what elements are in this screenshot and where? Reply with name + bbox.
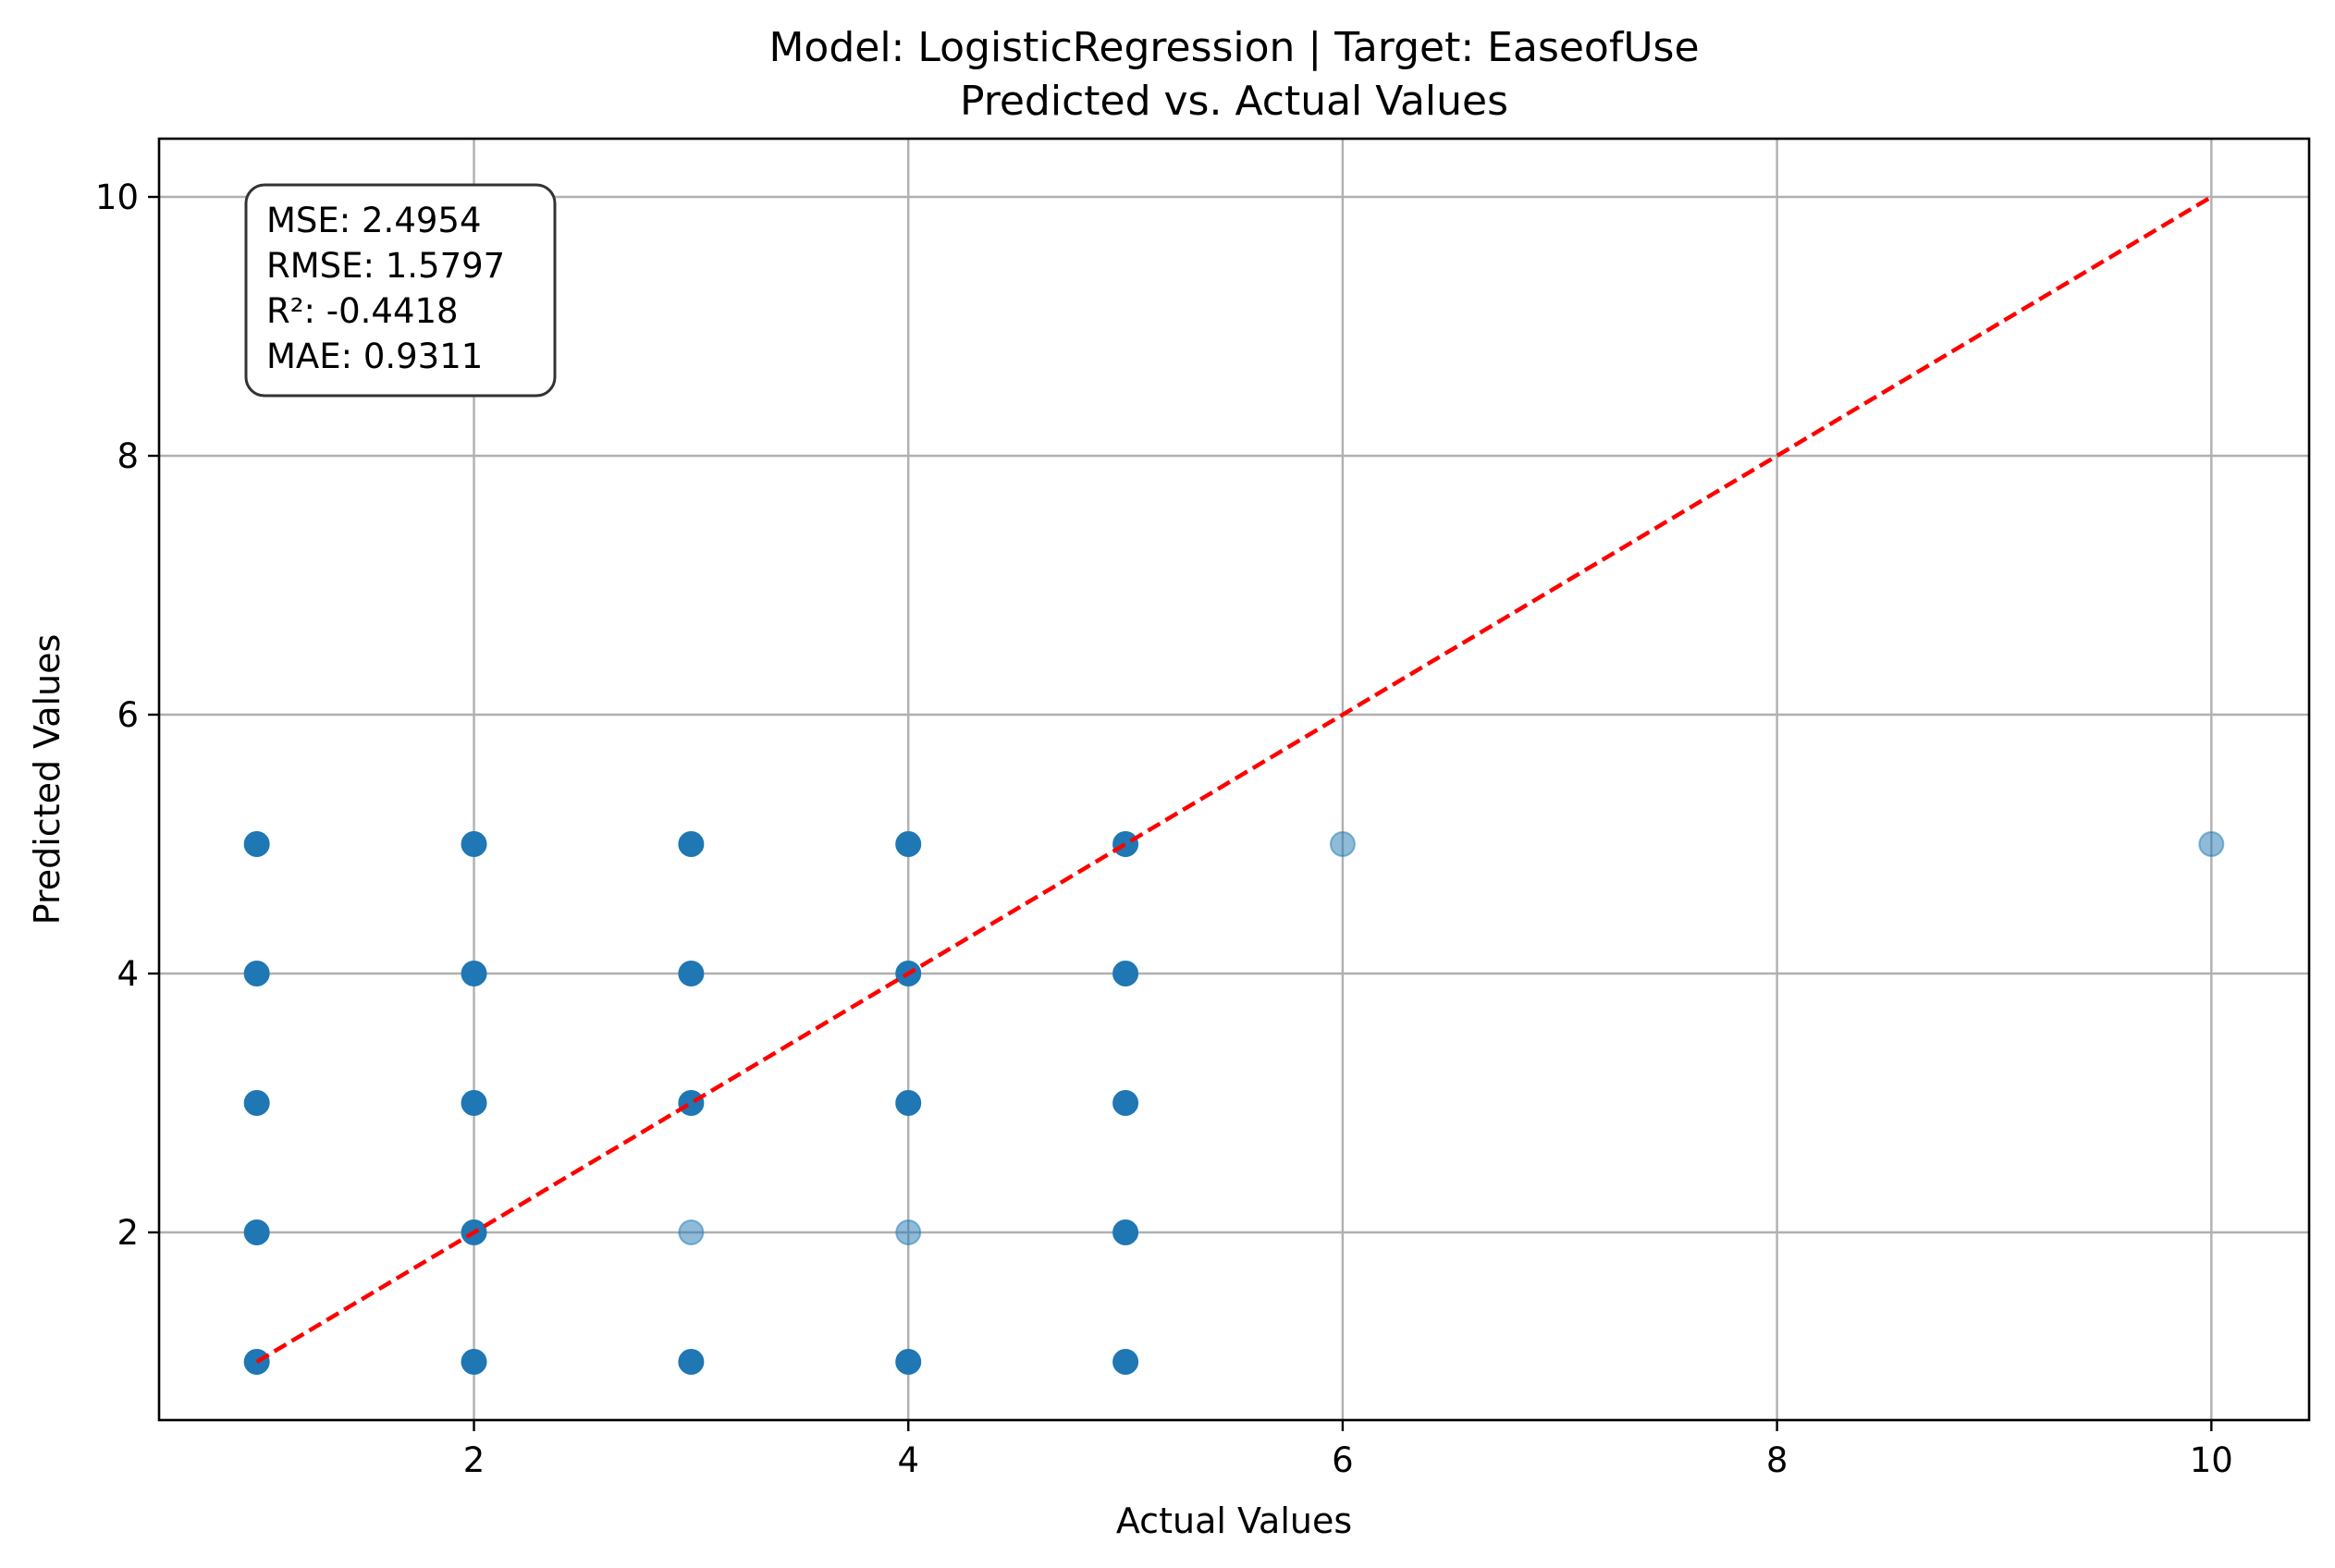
x-tick-label: 10 <box>2190 1440 2233 1480</box>
x-tick-label: 2 <box>463 1440 485 1480</box>
chart-subtitle: Predicted vs. Actual Values <box>960 78 1508 125</box>
data-point <box>895 1219 922 1245</box>
data-point <box>1112 1090 1139 1116</box>
reference-line-group <box>255 195 2213 1364</box>
data-point <box>678 1349 705 1375</box>
stats-box: MSE: 2.4954 RMSE: 1.5797 R²: -0.4418 MAE… <box>244 183 557 398</box>
plot-frame <box>157 137 2311 1422</box>
data-point <box>678 1219 705 1245</box>
x-tick-label: 4 <box>897 1440 919 1480</box>
data-point <box>1112 1349 1139 1375</box>
data-point <box>243 1090 270 1116</box>
data-point <box>1112 961 1139 986</box>
data-point <box>895 1349 922 1375</box>
reference-line <box>255 195 2213 1364</box>
data-point <box>461 1349 487 1375</box>
data-point <box>1112 1219 1139 1245</box>
y-axis-label: Predicted Values <box>27 634 68 925</box>
data-point <box>2198 831 2225 857</box>
y-tick-label: 8 <box>117 436 139 476</box>
x-axis-label: Actual Values <box>1116 1501 1352 1541</box>
data-point <box>895 1090 922 1116</box>
data-point <box>1112 831 1139 857</box>
stats-rmse: RMSE: 1.5797 <box>266 246 505 286</box>
data-point <box>895 831 922 857</box>
data-point <box>678 1090 705 1116</box>
stats-box-background <box>244 183 557 398</box>
x-tick-label: 6 <box>1332 1440 1354 1480</box>
stats-mae: MAE: 0.9311 <box>266 337 483 376</box>
axis-ticks: 2 4 6 8 10 2 4 6 8 10 <box>95 178 2233 1480</box>
data-points <box>243 831 2225 1375</box>
y-tick-label: 6 <box>117 695 139 735</box>
chart-title: Model: LogisticRegression | Target: Ease… <box>768 24 1699 71</box>
grid-lines <box>159 139 2309 1420</box>
y-tick-label: 2 <box>117 1213 139 1253</box>
data-point <box>243 831 270 857</box>
data-point <box>461 961 487 986</box>
data-point <box>678 961 705 986</box>
data-point <box>461 831 487 857</box>
data-point <box>1329 831 1356 857</box>
y-tick-label: 10 <box>95 178 139 217</box>
data-point <box>461 1090 487 1116</box>
data-point <box>243 961 270 986</box>
data-point <box>678 831 705 857</box>
x-tick-label: 8 <box>1766 1440 1788 1480</box>
stats-mse: MSE: 2.4954 <box>266 201 481 240</box>
y-tick-label: 4 <box>117 954 139 994</box>
stats-r2: R²: -0.4418 <box>266 291 459 331</box>
data-point <box>243 1219 270 1245</box>
